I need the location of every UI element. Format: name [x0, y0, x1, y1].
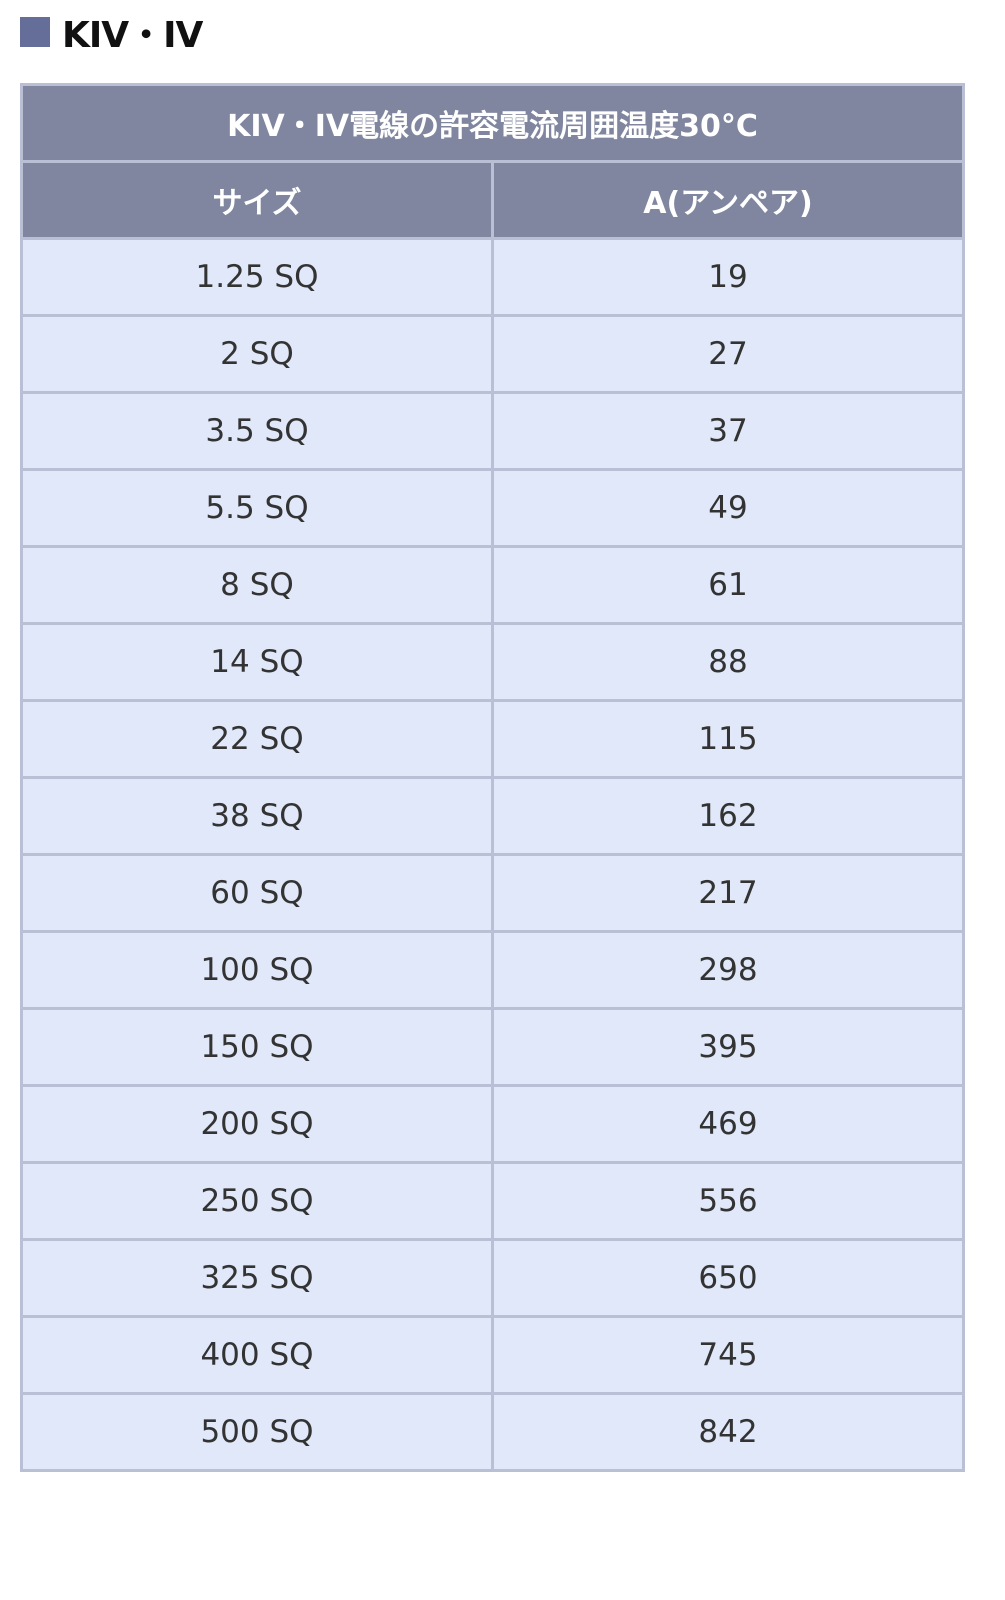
table-row: 250 SQ 556 [20, 1161, 965, 1241]
size-cell: 500 SQ [20, 1392, 494, 1472]
ampere-cell: 115 [491, 699, 965, 779]
size-cell: 100 SQ [20, 930, 494, 1010]
size-cell: 1.25 SQ [20, 237, 494, 317]
ampere-cell: 49 [491, 468, 965, 548]
ampere-cell: 556 [491, 1161, 965, 1241]
table-row: 38 SQ 162 [20, 776, 965, 856]
ampere-cell: 27 [491, 314, 965, 394]
ampere-cell: 19 [491, 237, 965, 317]
ampere-cell: 650 [491, 1238, 965, 1318]
size-cell: 150 SQ [20, 1007, 494, 1087]
size-cell: 400 SQ [20, 1315, 494, 1395]
table-row: 150 SQ 395 [20, 1007, 965, 1087]
size-cell: 14 SQ [20, 622, 494, 702]
size-cell: 22 SQ [20, 699, 494, 779]
size-cell: 200 SQ [20, 1084, 494, 1164]
table-row: 8 SQ 61 [20, 545, 965, 625]
table-row: 100 SQ 298 [20, 930, 965, 1010]
section-heading: KIV・IV [20, 10, 203, 56]
ampere-cell: 298 [491, 930, 965, 1010]
size-cell: 2 SQ [20, 314, 494, 394]
table-row: 22 SQ 115 [20, 699, 965, 779]
column-header-size: サイズ [20, 160, 494, 240]
table-row: 60 SQ 217 [20, 853, 965, 933]
table-row: 3.5 SQ 37 [20, 391, 965, 471]
table-row: 14 SQ 88 [20, 622, 965, 702]
ampere-cell: 162 [491, 776, 965, 856]
size-cell: 5.5 SQ [20, 468, 494, 548]
table-row: 500 SQ 842 [20, 1392, 965, 1472]
size-cell: 38 SQ [20, 776, 494, 856]
ampere-cell: 842 [491, 1392, 965, 1472]
table-row: 5.5 SQ 49 [20, 468, 965, 548]
table-title: KIV・IV電線の許容電流周囲温度30°C [20, 83, 965, 163]
table-row: 325 SQ 650 [20, 1238, 965, 1318]
size-cell: 250 SQ [20, 1161, 494, 1241]
ampere-cell: 745 [491, 1315, 965, 1395]
table-row: 1.25 SQ 19 [20, 237, 965, 317]
table-row: 200 SQ 469 [20, 1084, 965, 1164]
ampere-cell: 61 [491, 545, 965, 625]
size-cell: 325 SQ [20, 1238, 494, 1318]
ampere-cell: 217 [491, 853, 965, 933]
ampere-cell: 37 [491, 391, 965, 471]
heading-text: KIV・IV [62, 15, 203, 56]
ampere-cell: 395 [491, 1007, 965, 1087]
ampacity-table: KIV・IV電線の許容電流周囲温度30°C サイズ A(アンペア) 1.25 S… [20, 83, 965, 1472]
ampere-cell: 88 [491, 622, 965, 702]
ampere-cell: 469 [491, 1084, 965, 1164]
size-cell: 3.5 SQ [20, 391, 494, 471]
table-row: 2 SQ 27 [20, 314, 965, 394]
size-cell: 60 SQ [20, 853, 494, 933]
table-row: 400 SQ 745 [20, 1315, 965, 1395]
size-cell: 8 SQ [20, 545, 494, 625]
column-header-ampere: A(アンペア) [491, 160, 965, 240]
square-marker-icon [20, 17, 50, 47]
